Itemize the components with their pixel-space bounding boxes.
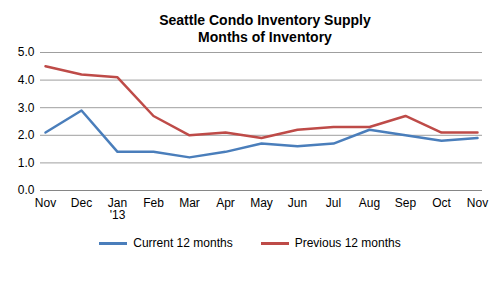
- svg-text:Sep: Sep: [395, 196, 417, 210]
- svg-text:Jul: Jul: [326, 196, 341, 210]
- svg-text:Jan'13: Jan'13: [108, 196, 127, 222]
- svg-text:5.0: 5.0: [18, 46, 35, 59]
- html-text:Seattle Condo Inventory Supply: Seattle Condo Inventory Supply: [159, 12, 371, 28]
- svg-text:1.0: 1.0: [18, 156, 35, 170]
- svg-text:Oct: Oct: [432, 196, 451, 210]
- svg-text:0.0: 0.0: [18, 183, 35, 197]
- svg-text:Nov: Nov: [467, 196, 488, 210]
- svg-text:May: May: [250, 196, 273, 210]
- svg-text:Mar: Mar: [179, 196, 200, 210]
- svg-text:Nov: Nov: [35, 196, 56, 210]
- html-text:Current 12 months: Current 12 months: [133, 236, 233, 250]
- svg-text:2.0: 2.0: [18, 128, 35, 142]
- svg-text:Feb: Feb: [143, 196, 164, 210]
- svg-text:Dec: Dec: [71, 196, 92, 210]
- svg-text:Apr: Apr: [216, 196, 235, 210]
- svg-text:Jun: Jun: [288, 196, 307, 210]
- html-text:Months of Inventory: Months of Inventory: [198, 29, 332, 45]
- svg-text:3.0: 3.0: [18, 101, 35, 115]
- html-text:Previous 12 months: Previous 12 months: [294, 236, 401, 250]
- svg-text:4.0: 4.0: [18, 73, 35, 87]
- svg-text:Aug: Aug: [359, 196, 380, 210]
